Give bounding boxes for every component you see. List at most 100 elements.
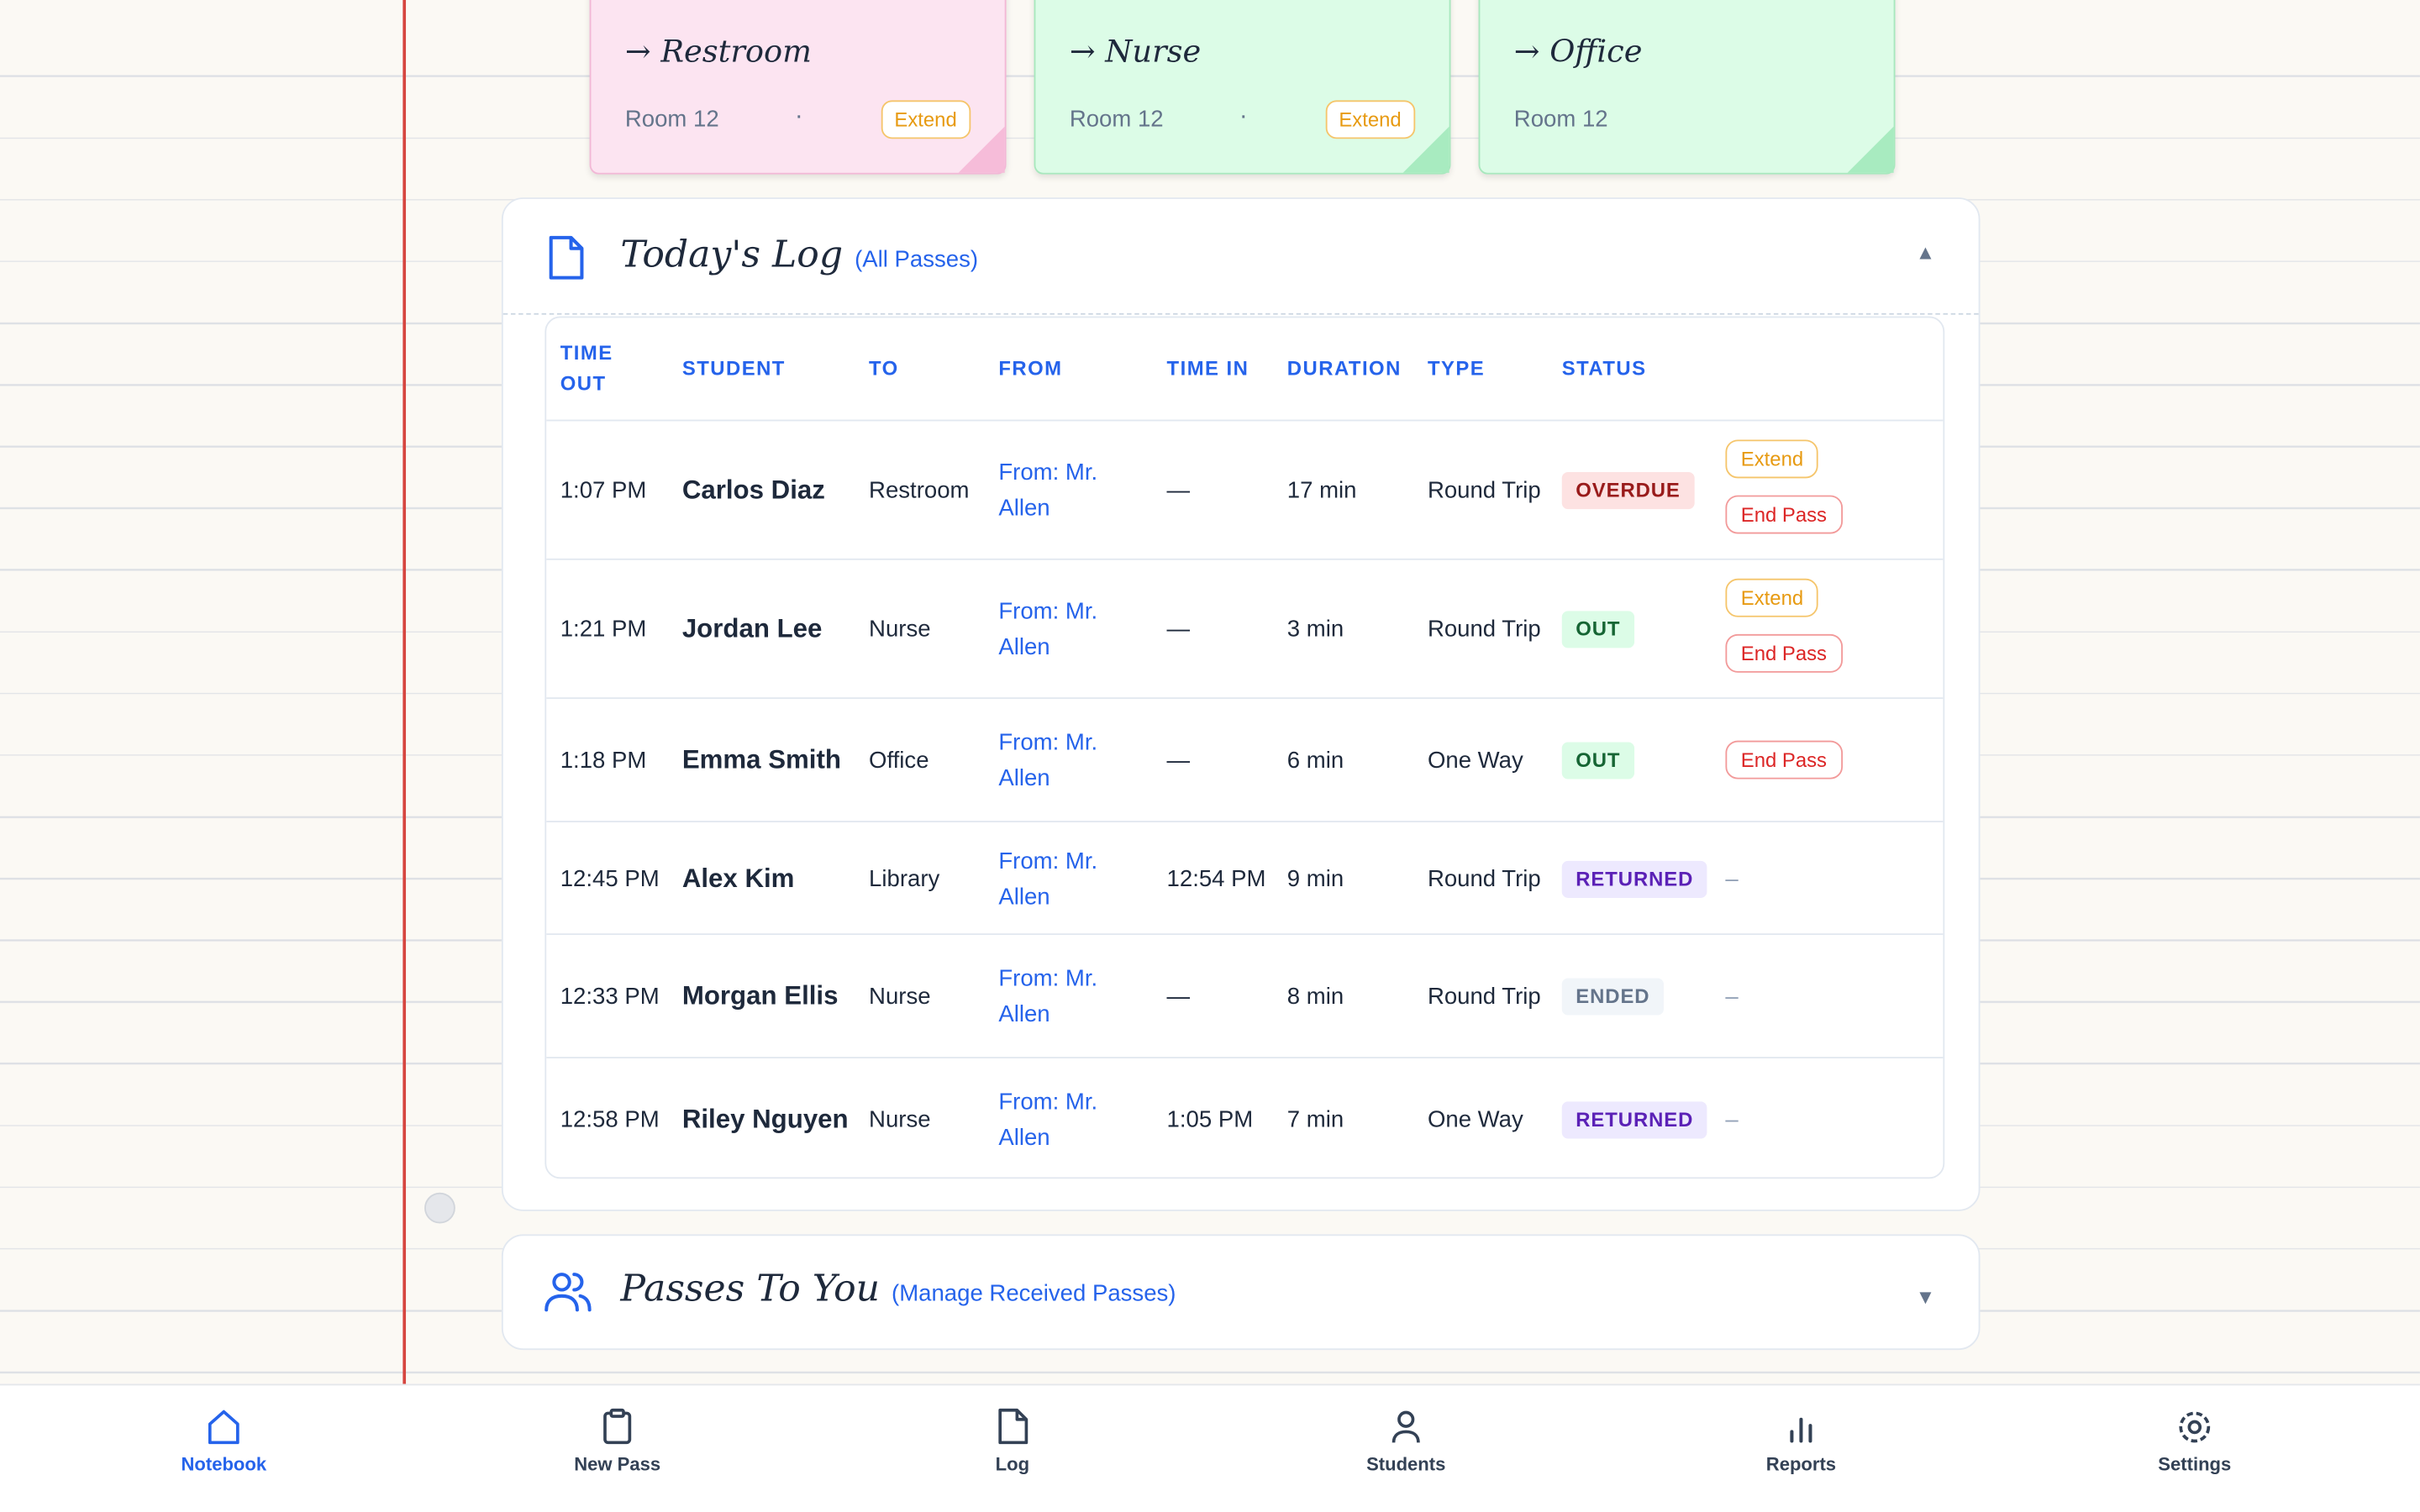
action-button[interactable]: Extend bbox=[1725, 578, 1819, 617]
note-room: Room 12 bbox=[1513, 106, 1608, 133]
action-button[interactable]: End Pass bbox=[1725, 740, 1843, 780]
action-button[interactable]: End Pass bbox=[1725, 495, 1843, 534]
margin-line bbox=[402, 0, 407, 1384]
note-destination: → Nurse bbox=[1069, 32, 1202, 70]
cell-from[interactable]: From: Mr. Allen bbox=[998, 1088, 1098, 1151]
cell-duration: 9 min bbox=[1286, 865, 1344, 892]
sticky-note: → Nurse Room 12 · Extend bbox=[1034, 0, 1451, 175]
cell-student: Morgan Ellis bbox=[681, 981, 839, 1011]
cell-to: Restroom bbox=[869, 477, 970, 504]
cell-to: Nurse bbox=[869, 616, 931, 643]
cell-duration: 17 min bbox=[1286, 477, 1357, 504]
cell-duration: 7 min bbox=[1286, 1105, 1344, 1133]
collapse-toggle[interactable]: ▲ bbox=[1915, 240, 1936, 265]
status-badge: ENDED bbox=[1561, 978, 1664, 1016]
status-badge: RETURNED bbox=[1561, 859, 1707, 898]
no-action: – bbox=[1725, 983, 1739, 1011]
nav-icon bbox=[1790, 1417, 1812, 1443]
divider bbox=[502, 312, 1979, 315]
log-heading[interactable]: Today's Log (All Passes) bbox=[620, 233, 978, 276]
nav-label: Students bbox=[1366, 1453, 1446, 1475]
table-row: 12:33 PM Morgan Ellis Nurse From: Mr. Allen… bbox=[546, 933, 1944, 1058]
extend-button[interactable]: Extend bbox=[880, 100, 971, 139]
cell-student: Riley Nguyen bbox=[681, 1104, 849, 1134]
table-row: 1:18 PM Emma Smith Office From: Mr. Allen — 6… bbox=[546, 697, 1944, 822]
nav-item[interactable]: Settings bbox=[2102, 1407, 2287, 1475]
no-action: – bbox=[1725, 865, 1739, 892]
column-header: FROM bbox=[998, 356, 1063, 380]
cell-student: Emma Smith bbox=[681, 745, 841, 775]
cell-to: Nurse bbox=[869, 983, 931, 1011]
cell-duration: 3 min bbox=[1286, 616, 1344, 643]
log-card: Today's Log (All Passes) ▲ TIME OUT STUDE… bbox=[501, 197, 1981, 1211]
nav-item[interactable]: Students bbox=[1313, 1407, 1498, 1475]
passes-subtitle: (Manage Received Passes) bbox=[892, 1280, 1176, 1307]
nav-icon bbox=[208, 1410, 239, 1445]
nav-label: Settings bbox=[2158, 1453, 2232, 1475]
cell-time-out: 1:07 PM bbox=[560, 477, 647, 504]
nav-item[interactable]: Notebook bbox=[131, 1407, 316, 1475]
cell-time-out: 12:45 PM bbox=[560, 865, 660, 892]
nav-label: Log bbox=[995, 1453, 1030, 1475]
cell-type: Round Trip bbox=[1427, 983, 1541, 1011]
sticky-note: → Restroom Room 12 · Extend bbox=[589, 0, 1007, 175]
log-table: TIME OUT STUDENT TO FROM TIME IN DURATION TYPE… bbox=[544, 316, 1945, 1179]
table-row: 1:21 PM Jordan Lee Nurse From: Mr. Allen — 3 … bbox=[546, 558, 1944, 699]
extend-button[interactable]: Extend bbox=[1324, 100, 1416, 139]
cell-from[interactable]: From: Mr. Allen bbox=[998, 965, 1098, 1028]
passes-heading[interactable]: Passes To You (Manage Received Passes) bbox=[620, 1267, 1176, 1310]
cell-from[interactable]: From: Mr. Allen bbox=[998, 598, 1098, 661]
bottom-nav: Notebook New Pass Log Students Reports Settin… bbox=[0, 1383, 2420, 1512]
nav-icon bbox=[2179, 1411, 2211, 1443]
cell-time-in: — bbox=[1166, 477, 1191, 504]
scroll-handle[interactable] bbox=[424, 1192, 455, 1224]
note-room: Room 12 bbox=[1069, 106, 1164, 133]
cell-duration: 8 min bbox=[1286, 983, 1344, 1011]
note-fold bbox=[1402, 126, 1449, 173]
nav-icon bbox=[603, 1408, 632, 1445]
nav-label: Notebook bbox=[181, 1453, 267, 1475]
nav-icon bbox=[998, 1408, 1028, 1445]
status-badge: OUT bbox=[1561, 611, 1634, 648]
cell-time-out: 12:33 PM bbox=[560, 983, 660, 1011]
cell-type: Round Trip bbox=[1427, 616, 1541, 643]
cell-to: Office bbox=[869, 747, 929, 774]
note-separator: · bbox=[794, 103, 803, 130]
status-badge: OUT bbox=[1561, 742, 1634, 780]
action-button[interactable]: End Pass bbox=[1725, 633, 1843, 673]
cell-duration: 6 min bbox=[1286, 747, 1344, 774]
expand-toggle[interactable]: ▼ bbox=[1915, 1284, 1936, 1309]
cell-time-out: 1:18 PM bbox=[560, 747, 647, 774]
nav-label: Reports bbox=[1765, 1453, 1837, 1475]
table-row: 12:45 PM Alex Kim Library From: Mr. Allen 12… bbox=[546, 821, 1944, 935]
nav-label: New Pass bbox=[574, 1453, 661, 1475]
column-header: TIME IN bbox=[1166, 356, 1249, 380]
passes-card: Passes To You (Manage Received Passes) ▼ bbox=[501, 1234, 1981, 1351]
cell-student: Alex Kim bbox=[681, 863, 795, 893]
action-button[interactable]: Extend bbox=[1725, 439, 1819, 479]
cell-from[interactable]: From: Mr. Allen bbox=[998, 729, 1098, 792]
sticky-note: → Office Room 12 bbox=[1478, 0, 1896, 175]
cell-type: Round Trip bbox=[1427, 865, 1541, 892]
cell-to: Nurse bbox=[869, 1105, 931, 1133]
log-subtitle: (All Passes) bbox=[855, 246, 979, 274]
cell-time-out: 1:21 PM bbox=[560, 616, 647, 643]
nav-item[interactable]: Reports bbox=[1708, 1407, 1893, 1475]
cell-time-in: — bbox=[1166, 983, 1191, 1011]
cell-time-in: 1:05 PM bbox=[1166, 1105, 1254, 1133]
cell-time-in: — bbox=[1166, 747, 1191, 774]
cell-from[interactable]: From: Mr. Allen bbox=[998, 459, 1098, 522]
nav-item[interactable]: Log bbox=[920, 1407, 1105, 1475]
cell-type: One Way bbox=[1427, 747, 1523, 774]
log-title: Today's Log bbox=[620, 233, 844, 276]
nav-item[interactable]: New Pass bbox=[524, 1407, 709, 1475]
cell-student: Carlos Diaz bbox=[681, 475, 825, 505]
note-room: Room 12 bbox=[624, 106, 719, 133]
table-row: 12:58 PM Riley Nguyen Nurse From: Mr. Allen… bbox=[546, 1057, 1944, 1177]
cell-from[interactable]: From: Mr. Allen bbox=[998, 848, 1098, 910]
column-header: DURATION bbox=[1286, 356, 1402, 380]
column-header: STUDENT bbox=[681, 356, 786, 380]
